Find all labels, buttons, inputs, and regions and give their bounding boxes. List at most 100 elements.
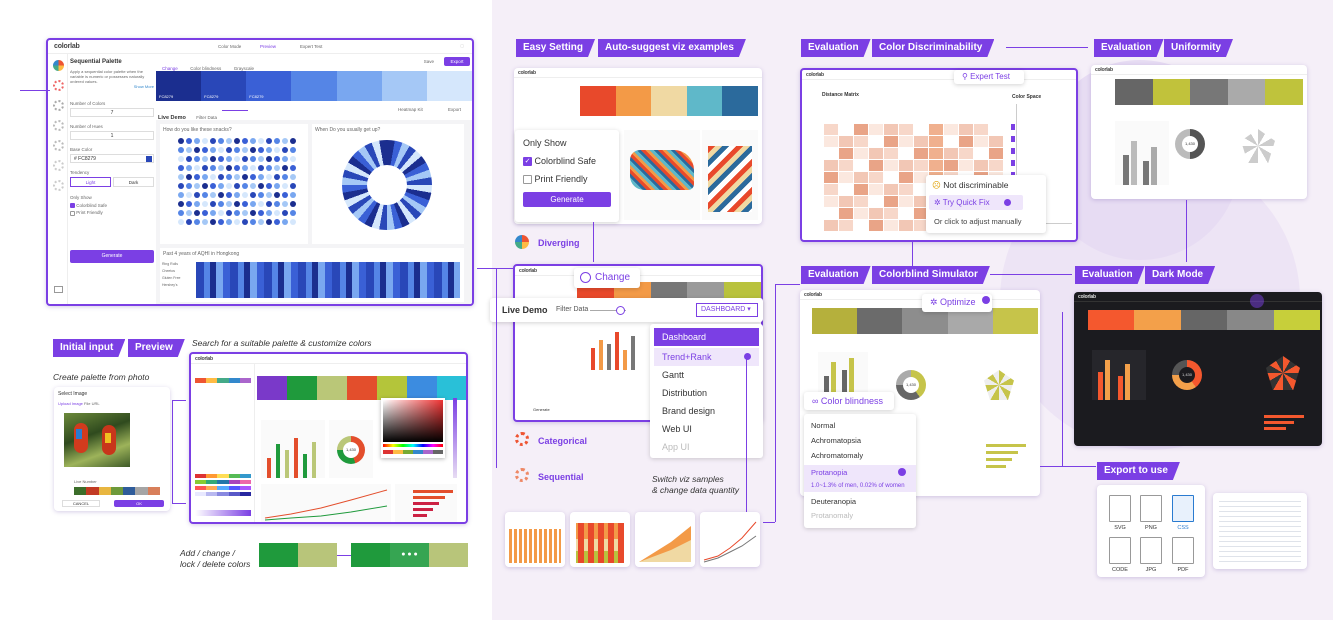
matrix-cell[interactable] — [914, 196, 928, 207]
change-card[interactable]: Change — [574, 268, 640, 288]
matrix-cell[interactable] — [824, 172, 838, 183]
matrix-cell[interactable] — [899, 160, 913, 171]
print-friendly-option[interactable]: Print Friendly — [70, 210, 154, 216]
matrix-cell[interactable] — [839, 136, 853, 147]
tendency-dark-button[interactable]: Dark — [113, 177, 154, 187]
matrix-cell[interactable] — [824, 208, 838, 219]
palette-swatch[interactable]: FC8279 — [201, 71, 247, 101]
matrix-cell[interactable] — [824, 148, 838, 159]
pdf-file-icon[interactable] — [1172, 537, 1194, 564]
photo-palette[interactable] — [74, 487, 160, 495]
color-blindness-button[interactable]: Color blindness — [190, 66, 222, 71]
matrix-cell[interactable] — [854, 136, 868, 147]
matrix-cell[interactable] — [899, 208, 913, 219]
matrix-cell[interactable] — [854, 208, 868, 219]
matrix-cell[interactable] — [899, 124, 913, 135]
hue-slider[interactable] — [383, 444, 443, 447]
matrix-cell[interactable] — [929, 160, 943, 171]
tab-url[interactable]: File URL — [84, 401, 100, 406]
matrix-cell[interactable] — [824, 124, 838, 135]
matrix-cell[interactable] — [854, 160, 868, 171]
edit-palette-before[interactable] — [259, 543, 337, 567]
matrix-cell[interactable] — [884, 172, 898, 183]
checkbox-checked[interactable]: ✓ — [523, 157, 532, 167]
palette-icon-3[interactable] — [53, 100, 64, 111]
matrix-cell[interactable] — [839, 196, 853, 207]
expert-test-badge[interactable]: ⚲ Expert Test — [954, 70, 1024, 84]
export-button[interactable]: Export — [444, 57, 470, 66]
png-file-icon[interactable] — [1140, 495, 1162, 522]
matrix-cell[interactable] — [824, 184, 838, 195]
matrix-cell[interactable] — [899, 148, 913, 159]
viz-sample-stacked[interactable] — [570, 512, 630, 567]
matrix-cell[interactable] — [929, 124, 943, 135]
matrix-cell[interactable] — [974, 136, 988, 147]
palette-gradient[interactable] — [195, 510, 251, 516]
matrix-cell[interactable] — [854, 184, 868, 195]
matrix-cell[interactable] — [914, 136, 928, 147]
matrix-cell[interactable] — [914, 208, 928, 219]
cb-achromatomaly[interactable]: Achromatomaly — [811, 451, 864, 460]
viz-sample-area[interactable] — [635, 512, 695, 567]
matrix-cell[interactable] — [914, 220, 928, 231]
palette-icon-6[interactable] — [53, 160, 64, 171]
filter-slider[interactable] — [222, 110, 248, 111]
cb-achromatopsia[interactable]: Achromatopsia — [811, 436, 862, 445]
matrix-cell[interactable] — [914, 172, 928, 183]
matrix-cell[interactable] — [869, 160, 883, 171]
ok-button[interactable]: OK — [114, 500, 164, 507]
scrollbar[interactable] — [453, 398, 457, 478]
tab-upload[interactable]: Upload Image — [58, 401, 83, 406]
matrix-cell[interactable] — [839, 208, 853, 219]
matrix-cell[interactable] — [944, 124, 958, 135]
matrix-cell[interactable] — [884, 124, 898, 135]
matrix-cell[interactable] — [824, 160, 838, 171]
image-icon[interactable] — [54, 286, 63, 293]
matrix-cell[interactable] — [839, 184, 853, 195]
matrix-cell[interactable] — [854, 196, 868, 207]
menu-web-ui[interactable]: Web UI — [662, 424, 692, 434]
dark-swatches[interactable] — [1088, 310, 1321, 330]
matrix-cell[interactable] — [899, 184, 913, 195]
matrix-cell[interactable] — [959, 124, 973, 135]
num-colors-input[interactable]: 7 — [70, 108, 154, 117]
matrix-cell[interactable] — [959, 160, 973, 171]
matrix-cell[interactable] — [839, 160, 853, 171]
edit-palette-after[interactable]: ● ● ● — [351, 543, 468, 567]
matrix-cell[interactable] — [929, 136, 943, 147]
matrix-cell[interactable] — [854, 124, 868, 135]
matrix-cell[interactable] — [959, 136, 973, 147]
matrix-cell[interactable] — [869, 184, 883, 195]
change-button[interactable]: Change — [162, 66, 178, 71]
checkbox-unchecked[interactable] — [70, 210, 75, 216]
palette-swatch[interactable] — [336, 71, 382, 101]
matrix-cell[interactable] — [869, 136, 883, 147]
jpg-file-icon[interactable] — [1140, 537, 1162, 564]
cb-protanopia-row[interactable]: Protanopia 1.0~1.3% of men, 0.02% of wom… — [804, 465, 916, 492]
menu-app-ui[interactable]: App UI — [662, 442, 690, 452]
generate-button[interactable]: Generate — [70, 249, 154, 263]
matrix-cell[interactable] — [914, 184, 928, 195]
filter-thumb[interactable] — [616, 306, 625, 315]
cb-protanomaly[interactable]: Protanomaly — [811, 511, 854, 520]
filter-track[interactable] — [590, 310, 626, 311]
matrix-cell[interactable] — [914, 160, 928, 171]
matrix-cell[interactable] — [884, 196, 898, 207]
colorblind-toggle[interactable]: ∞ Color blindness — [804, 392, 894, 410]
palette-swatch[interactable] — [426, 71, 472, 101]
matrix-cell[interactable] — [884, 136, 898, 147]
palette-icon-4[interactable] — [53, 120, 64, 131]
diverging-swatches[interactable] — [580, 86, 758, 116]
matrix-cell[interactable] — [944, 148, 958, 159]
matrix-cell[interactable] — [974, 148, 988, 159]
grayscale-button[interactable]: Grayscale — [233, 66, 254, 71]
checkbox-checked[interactable] — [70, 203, 75, 209]
menu-trend-rank[interactable]: Trend+Rank — [654, 348, 759, 366]
palette-swatch[interactable] — [381, 71, 427, 101]
matrix-cell[interactable] — [959, 148, 973, 159]
matrix-cell[interactable] — [869, 124, 883, 135]
matrix-cell[interactable] — [839, 148, 853, 159]
bulb-icon[interactable]: ◌ — [459, 43, 464, 50]
palette-list[interactable] — [195, 474, 252, 504]
matrix-cell[interactable] — [989, 148, 1003, 159]
